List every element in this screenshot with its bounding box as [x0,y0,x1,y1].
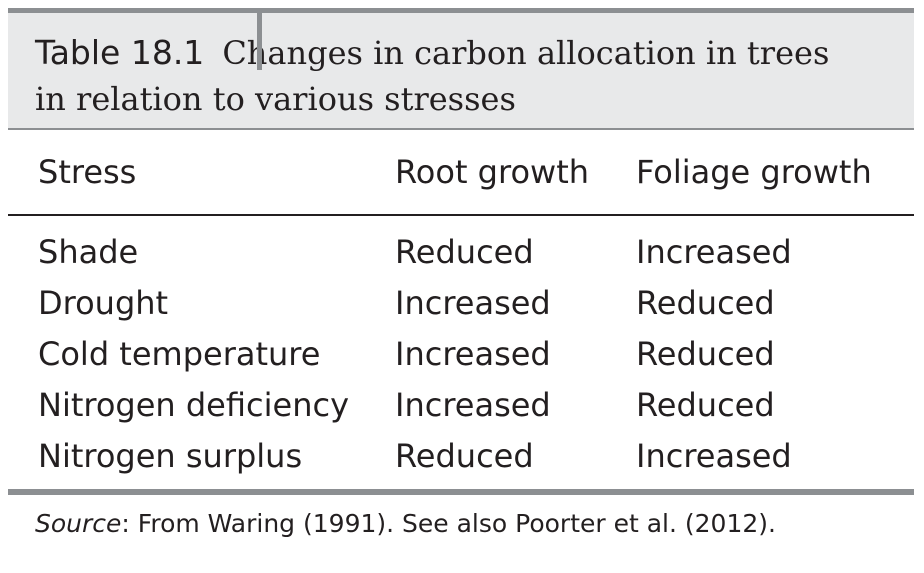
column-header-root-growth: Root growth [395,153,590,191]
foliage-growth-cell: Reduced [636,334,775,373]
table-row: Shade Reduced Increased [8,226,914,277]
foliage-growth-cell: Increased [636,232,792,271]
stress-cell: Nitrogen surplus [38,436,303,475]
header-rule [8,214,914,216]
stress-cell: Shade [38,232,139,271]
table-title-line-1: Changes in carbon allocation in trees [222,34,830,72]
table-body: Shade Reduced Increased Drought Increase… [8,216,914,489]
foliage-growth-cell: Reduced [636,385,775,424]
table-header-row: Stress Root growth Foliage growth [8,130,914,214]
table-caption: Table 18.1 Changes in carbon allocation i… [8,8,914,130]
stress-cell: Cold temperature [38,334,321,373]
column-header-foliage-growth: Foliage growth [636,153,872,191]
stress-cell: Nitrogen deficiency [38,385,349,424]
caption-line-2: in relation to various stresses [35,76,914,122]
table-row: Cold temperature Increased Reduced [8,328,914,379]
source-text: : From Waring (1991). See also Poorter e… [121,509,776,538]
table-row: Drought Increased Reduced [8,277,914,328]
root-growth-cell: Increased [395,283,551,322]
root-growth-cell: Increased [395,385,551,424]
root-growth-cell: Increased [395,334,551,373]
table-row: Nitrogen deficiency Increased Reduced [8,379,914,430]
data-table: Table 18.1 Changes in carbon allocation i… [8,8,914,495]
foliage-growth-cell: Increased [636,436,792,475]
root-growth-cell: Reduced [395,232,534,271]
bottom-rule [8,489,914,495]
caption-divider [257,13,262,70]
caption-rule [8,128,914,130]
source-label: Source [35,509,122,538]
table-title-line-2: in relation to various stresses [35,80,516,118]
table-row: Nitrogen surplus Reduced Increased [8,430,914,481]
foliage-growth-cell: Reduced [636,283,775,322]
column-header-stress: Stress [38,153,137,191]
stress-cell: Drought [38,283,169,322]
root-growth-cell: Reduced [395,436,534,475]
table-label: Table 18.1 [35,33,205,72]
caption-line-1: Table 18.1 Changes in carbon allocation i… [35,30,914,76]
source-note: Source: From Waring (1991). See also Poo… [35,509,776,538]
